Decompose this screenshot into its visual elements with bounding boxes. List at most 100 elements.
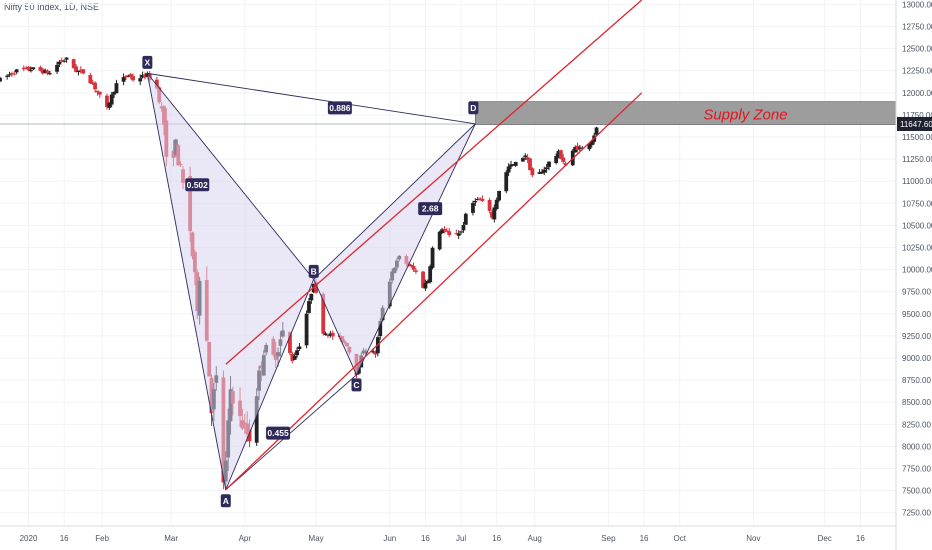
candle-body: [81, 69, 86, 74]
candle-body: [594, 127, 599, 135]
candle-body: [573, 147, 578, 153]
candle-body: [563, 163, 568, 166]
candle-body: [97, 91, 102, 95]
candle-body: [473, 200, 478, 203]
y-tick-label: 11500.00: [902, 133, 932, 142]
x-tick-label: Jun: [383, 534, 396, 543]
y-tick-label: 7500.00: [902, 487, 931, 496]
candle-body: [437, 231, 442, 250]
y-tick-label: 8250.00: [902, 420, 931, 429]
candle-body: [409, 264, 414, 267]
x-tick-label: Nov: [746, 534, 760, 543]
pattern-triangle-xab: [147, 73, 314, 490]
candle-body: [64, 57, 69, 60]
candle-body: [114, 83, 119, 94]
y-tick-label: 12250.00: [902, 67, 932, 76]
candle-body: [71, 59, 76, 69]
candle-body: [504, 172, 509, 192]
y-tick-label: 10500.00: [902, 221, 932, 230]
y-tick-label: 11250.00: [902, 155, 932, 164]
candle-body: [57, 61, 62, 65]
price-tag-text: 11647.60: [900, 120, 932, 129]
candle-body: [440, 229, 444, 234]
candle-body: [143, 74, 147, 78]
x-tick-label: Mar: [164, 534, 178, 543]
candle-body: [109, 94, 114, 105]
candle-body: [28, 70, 33, 72]
x-tick-label: Jul: [456, 534, 466, 543]
ratio-label-text: 0.455: [267, 428, 289, 438]
candle-body: [556, 150, 561, 157]
candle-body: [487, 199, 492, 211]
y-tick-label: 8750.00: [902, 376, 931, 385]
x-tick-label: Apr: [239, 534, 252, 543]
candle-body: [292, 355, 297, 360]
y-tick-label: 11000.00: [902, 177, 932, 186]
candle-body: [14, 69, 19, 73]
candle-body: [0, 77, 2, 82]
x-tick-label: 16: [856, 534, 865, 543]
y-tick-label: 9250.00: [902, 332, 931, 341]
candle-body: [128, 74, 133, 78]
candle-body: [587, 143, 592, 150]
candle-body: [323, 333, 328, 335]
x-tick-label: 16: [492, 534, 501, 543]
candle-body: [461, 225, 466, 231]
candle-body: [140, 75, 145, 78]
leg-ac: [225, 374, 357, 491]
candle-body: [105, 95, 109, 108]
candle-body: [528, 158, 532, 171]
price-channel: [225, 0, 643, 491]
ratio-label: 0.886: [327, 101, 352, 115]
leg-xd: [147, 72, 476, 125]
candle-body: [428, 266, 433, 283]
point-d: D: [468, 101, 479, 115]
ratio-label-text: 0.502: [187, 180, 209, 190]
candle-body: [26, 66, 31, 71]
point-x-text: X: [145, 57, 151, 67]
supply-zone: Supply Zone: [0, 101, 897, 125]
x-tick-label: 16: [60, 534, 69, 543]
candle-body: [578, 147, 582, 149]
ratio-label: 0.502: [185, 178, 210, 192]
y-tick-label: 10000.00: [902, 266, 932, 275]
y-tick-label: 9750.00: [902, 288, 931, 297]
candle-body: [423, 282, 428, 289]
point-b-text: B: [311, 266, 317, 276]
point-b: B: [308, 264, 319, 278]
candle-body: [523, 155, 528, 158]
candle-body: [38, 67, 43, 71]
candle-body: [459, 231, 463, 233]
leg-ab: [225, 279, 315, 490]
candle-body: [421, 271, 425, 288]
candle-body: [442, 228, 447, 231]
leg-xb: [147, 73, 315, 280]
ratio-label-box: [185, 178, 210, 192]
candle-body: [525, 157, 530, 161]
candle-body: [539, 171, 544, 174]
candle-body: [7, 74, 12, 76]
supply-zone-label: Supply Zone: [703, 107, 787, 124]
candle-body: [107, 102, 112, 108]
ratio-label: 2.68: [418, 202, 443, 216]
leg-cd: [356, 123, 476, 376]
point-a: A: [220, 494, 231, 508]
channel-line-upper: [225, 0, 643, 365]
candle-body: [456, 233, 461, 236]
candle-body: [373, 351, 378, 355]
x-tick-label: Dec: [818, 534, 832, 543]
candle-body: [309, 293, 314, 301]
point-x-box: [142, 55, 153, 69]
candle-body: [288, 332, 292, 353]
point-d-text: D: [470, 103, 476, 113]
candle-body: [311, 283, 316, 293]
candle-body: [513, 162, 518, 166]
chart-title: Nifty 50 Index, 1D, NSE: [4, 2, 100, 12]
pattern-triangle-bcd: [313, 123, 476, 375]
candle-body: [328, 333, 333, 336]
x-tick-label: 16: [640, 534, 649, 543]
point-b-box: [308, 264, 319, 278]
candle-body: [480, 199, 485, 201]
